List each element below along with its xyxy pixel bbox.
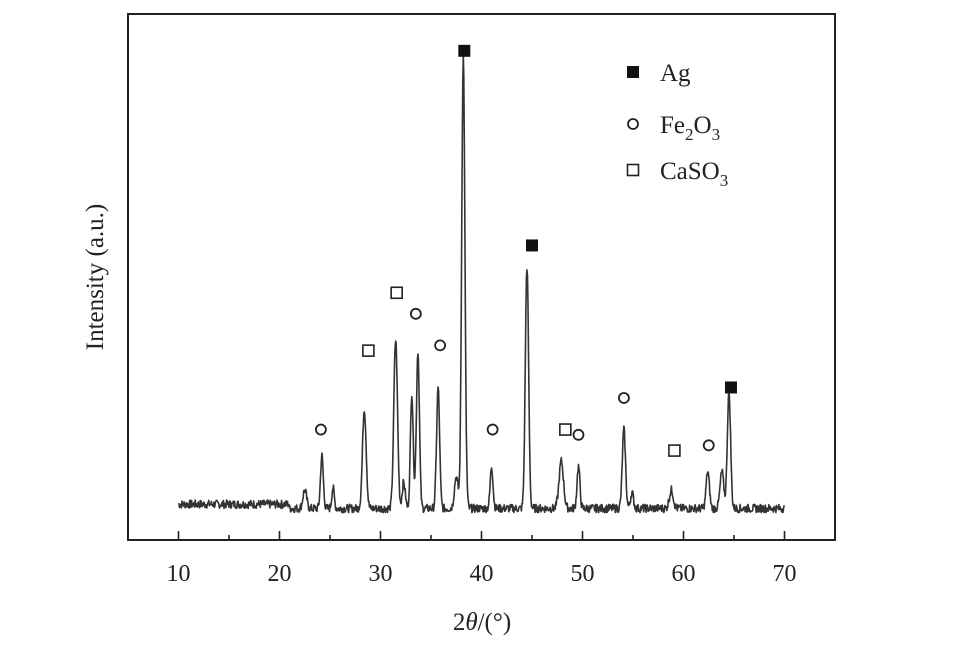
x-tick-labels: 10 20 30 40 50 60 70 (167, 561, 797, 587)
legend-marker-filled-square (627, 66, 639, 78)
x-ticks (177, 531, 786, 540)
x-tick-label: 10 (167, 561, 191, 587)
x-tick-label: 50 (571, 561, 595, 587)
x-tick-label: 30 (369, 561, 393, 587)
peak-marker-open-circle (434, 339, 446, 352)
peak-marker-open-square (668, 444, 681, 457)
plot-frame (127, 13, 836, 541)
peak-marker-open-square (390, 286, 403, 300)
peak-marker-open-circle (618, 392, 630, 404)
peak-marker-open-circle (486, 423, 499, 436)
peak-marker-open-circle (702, 439, 715, 452)
x-tick-label: 60 (672, 561, 696, 587)
peak-marker-open-square (559, 423, 572, 436)
x-tick-label: 20 (268, 561, 292, 587)
x-tick-label: 40 (470, 561, 494, 587)
peak-marker-open-circle (315, 423, 327, 436)
y-axis-label: Intensity (a.u.) (82, 204, 109, 350)
peak-marker-open-square (362, 344, 375, 357)
peak-marker-filled-square (526, 239, 538, 252)
peak-marker-filled-square (458, 44, 471, 57)
legend-marker-open-circle (627, 118, 639, 130)
xrd-trace (177, 54, 786, 514)
peak-marker-filled-square (724, 381, 737, 394)
legend-label: CaSO3 (660, 158, 728, 190)
peak-marker-open-circle (409, 307, 422, 320)
peak-markers (315, 44, 737, 457)
legend: Ag Fe2O3 CaSO3 (626, 60, 728, 190)
legend-marker-open-square (626, 163, 640, 177)
legend-label: Fe2O3 (660, 112, 720, 144)
x-tick-label: 70 (773, 561, 797, 587)
x-axis-label: 2θ/(°) (453, 609, 511, 636)
legend-label: Ag (660, 60, 691, 87)
peak-marker-open-circle (572, 428, 585, 441)
